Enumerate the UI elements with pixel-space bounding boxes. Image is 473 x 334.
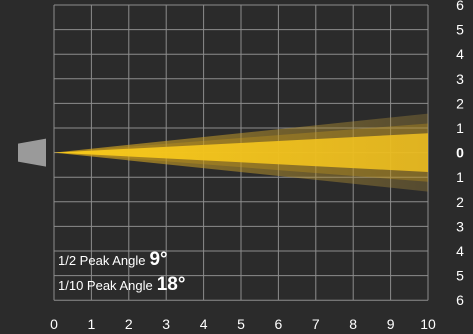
x-tick-label: 7: [312, 316, 320, 332]
x-tick-label: 10: [420, 316, 436, 332]
x-tick-labels: 0 1 2 3 4 5 6 7 8 9 10: [50, 316, 436, 332]
legend-half-peak-value: 9°: [149, 249, 168, 270]
x-tick-label: 4: [200, 316, 208, 332]
legend-tenth-peak: 1/10 Peak Angle 18°: [58, 274, 185, 296]
x-tick-label: 9: [387, 316, 395, 332]
y-tick-label: 1: [456, 169, 464, 185]
legend-half-peak: 1/2 Peak Angle 9°: [58, 249, 168, 271]
y-tick-label: 2: [456, 194, 464, 210]
legend-half-peak-label: 1/2 Peak Angle: [58, 253, 146, 268]
x-tick-label: 8: [349, 316, 357, 332]
fixture: [18, 138, 46, 167]
legend-tenth-peak-value: 18°: [156, 274, 186, 295]
y-tick-label: 3: [456, 218, 464, 234]
y-tick-labels: 6 5 4 3 2 1 0 1 2 3 4 5 6: [456, 0, 464, 308]
y-tick-label: 3: [456, 71, 464, 87]
light-fixture-icon: [18, 138, 46, 167]
y-tick-label: 0: [456, 145, 464, 161]
x-tick-label: 3: [162, 316, 170, 332]
x-tick-label: 2: [125, 316, 133, 332]
y-tick-label: 4: [456, 243, 464, 259]
x-tick-label: 6: [275, 316, 283, 332]
y-tick-label: 2: [456, 95, 464, 111]
x-tick-label: 5: [237, 316, 245, 332]
y-tick-label: 1: [456, 120, 464, 136]
y-tick-label: 4: [456, 46, 464, 62]
x-tick-label: 0: [50, 316, 58, 332]
beam: [54, 113, 428, 192]
y-tick-label: 5: [456, 268, 464, 284]
y-tick-label: 5: [456, 22, 464, 38]
legend-tenth-peak-label: 1/10 Peak Angle: [58, 278, 153, 293]
x-tick-label: 1: [88, 316, 96, 332]
y-tick-label: 6: [456, 292, 464, 308]
y-tick-label: 6: [456, 0, 464, 13]
half-peak-beam: [54, 133, 428, 172]
